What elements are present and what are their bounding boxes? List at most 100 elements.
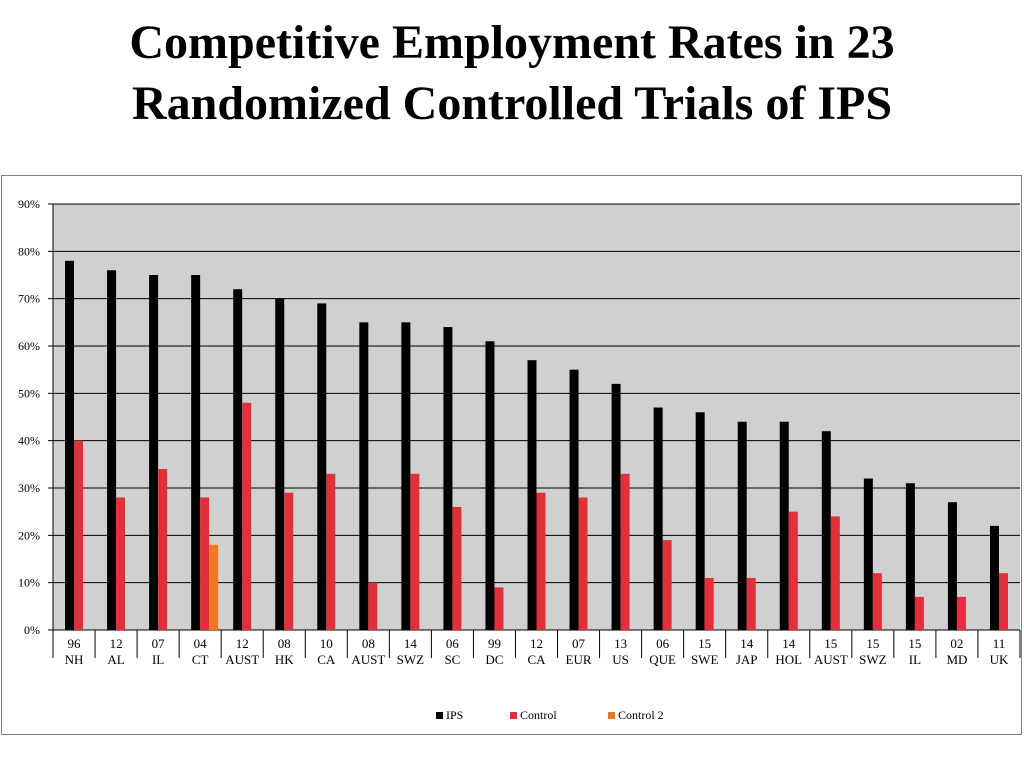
bar-control-23 xyxy=(998,573,1008,630)
x-tick-label-site: HK xyxy=(275,652,294,667)
legend-swatch-ips xyxy=(436,712,443,719)
bar-ips-2 xyxy=(107,270,117,630)
bar-control-17 xyxy=(746,577,756,630)
bar-ips-1 xyxy=(65,260,75,630)
y-tick-label: 60% xyxy=(18,339,40,353)
x-tick-label-year: 06 xyxy=(656,636,670,651)
slide-title-line-2: Randomized Controlled Trials of IPS xyxy=(131,77,893,130)
bar-ips-19 xyxy=(821,431,831,630)
legend-label-ips: IPS xyxy=(446,708,463,722)
x-tick-label-site: QUE xyxy=(649,652,676,667)
y-tick-label: 10% xyxy=(18,576,40,590)
x-tick-label-year: 02 xyxy=(950,636,963,651)
bar-control-14 xyxy=(620,473,630,630)
bar-ips-5 xyxy=(233,289,243,630)
x-tick-label-site: EUR xyxy=(566,652,592,667)
x-tick-label-year: 14 xyxy=(404,636,418,651)
bar-control-11 xyxy=(494,587,504,630)
x-tick-label-year: 15 xyxy=(824,636,837,651)
x-tick-label-year: 10 xyxy=(320,636,333,651)
x-tick-label-year: 07 xyxy=(572,636,586,651)
bar-control-7 xyxy=(326,473,336,630)
bar-control-16 xyxy=(704,577,714,630)
bar-ips-8 xyxy=(359,322,369,630)
bar-ips-7 xyxy=(317,303,327,630)
x-tick-label-year: 08 xyxy=(362,636,375,651)
slide-title-line-1: Competitive Employment Rates in 23 xyxy=(129,16,895,69)
y-tick-label: 70% xyxy=(18,292,40,306)
bar-control-13 xyxy=(578,497,588,630)
bar-ips-10 xyxy=(443,327,453,630)
bar-ips-4 xyxy=(191,275,201,630)
x-tick-label-site: DC xyxy=(485,652,503,667)
bar-control-21 xyxy=(914,596,924,630)
bar-control-4 xyxy=(200,497,210,630)
x-tick-label-site: SC xyxy=(444,652,460,667)
y-tick-label: 20% xyxy=(18,528,40,542)
bar-ips-14 xyxy=(611,383,621,630)
x-tick-label-year: 14 xyxy=(740,636,754,651)
bar-control-1 xyxy=(74,440,84,630)
bar-ips-13 xyxy=(569,369,579,630)
x-tick-label-site: MD xyxy=(946,652,967,667)
bar-control2-4 xyxy=(209,544,219,630)
x-tick-label-site: US xyxy=(612,652,629,667)
x-tick-label-year: 07 xyxy=(152,636,166,651)
x-tick-label-site: AUST xyxy=(225,652,259,667)
bar-control-6 xyxy=(284,492,294,630)
x-tick-label-year: 12 xyxy=(236,636,249,651)
x-tick-label-year: 11 xyxy=(993,636,1006,651)
x-tick-label-site: AL xyxy=(107,652,124,667)
x-tick-label-year: 15 xyxy=(866,636,879,651)
bar-control-9 xyxy=(410,473,420,630)
legend-swatch-control2 xyxy=(608,712,615,719)
bar-control-22 xyxy=(956,596,966,630)
bar-ips-3 xyxy=(149,275,159,630)
x-tick-label-year: 14 xyxy=(782,636,796,651)
bar-ips-9 xyxy=(401,322,411,630)
x-tick-label-year: 08 xyxy=(278,636,291,651)
bar-control-12 xyxy=(536,492,546,630)
x-tick-label-site: AUST xyxy=(351,652,385,667)
bar-ips-16 xyxy=(695,412,705,630)
bar-ips-22 xyxy=(947,502,957,630)
x-tick-label-year: 13 xyxy=(614,636,627,651)
x-tick-label-year: 06 xyxy=(446,636,460,651)
y-tick-label: 40% xyxy=(18,434,40,448)
bar-ips-17 xyxy=(737,421,747,630)
bar-chart: 0%10%20%30%40%50%60%70%80%90%96NH12AL07I… xyxy=(18,197,1021,722)
x-tick-label-site: HOL xyxy=(775,652,802,667)
x-tick-label-site: SWZ xyxy=(859,652,887,667)
bar-control-2 xyxy=(116,497,126,630)
y-tick-label: 80% xyxy=(18,244,40,258)
bar-ips-18 xyxy=(779,421,789,630)
bar-control-19 xyxy=(830,516,840,630)
bar-control-18 xyxy=(788,511,798,630)
legend-label-control: Control xyxy=(520,708,557,722)
bar-ips-21 xyxy=(905,483,915,630)
legend-swatch-control xyxy=(510,712,517,719)
x-tick-label-year: 96 xyxy=(68,636,82,651)
x-tick-label-site: CT xyxy=(192,652,209,667)
x-tick-label-year: 15 xyxy=(908,636,921,651)
x-tick-label-year: 12 xyxy=(110,636,123,651)
y-tick-label: 30% xyxy=(18,481,40,495)
x-tick-label-site: IL xyxy=(152,652,164,667)
slide-title: Competitive Employment Rates in 23 Rando… xyxy=(0,12,1024,134)
bar-ips-23 xyxy=(989,525,999,630)
x-tick-label-site: SWZ xyxy=(397,652,425,667)
x-tick-label-year: 99 xyxy=(488,636,501,651)
bar-ips-11 xyxy=(485,341,495,630)
y-tick-label: 0% xyxy=(24,623,40,637)
y-tick-label: 90% xyxy=(18,197,40,211)
x-tick-label-site: SWE xyxy=(691,652,719,667)
bar-control-15 xyxy=(662,540,672,630)
x-tick-label-year: 15 xyxy=(698,636,711,651)
y-tick-label: 50% xyxy=(18,386,40,400)
x-tick-label-site: UK xyxy=(990,652,1009,667)
x-tick-label-year: 04 xyxy=(194,636,208,651)
bar-ips-12 xyxy=(527,360,537,630)
bar-control-8 xyxy=(368,582,378,630)
x-tick-label-site: CA xyxy=(527,652,546,667)
